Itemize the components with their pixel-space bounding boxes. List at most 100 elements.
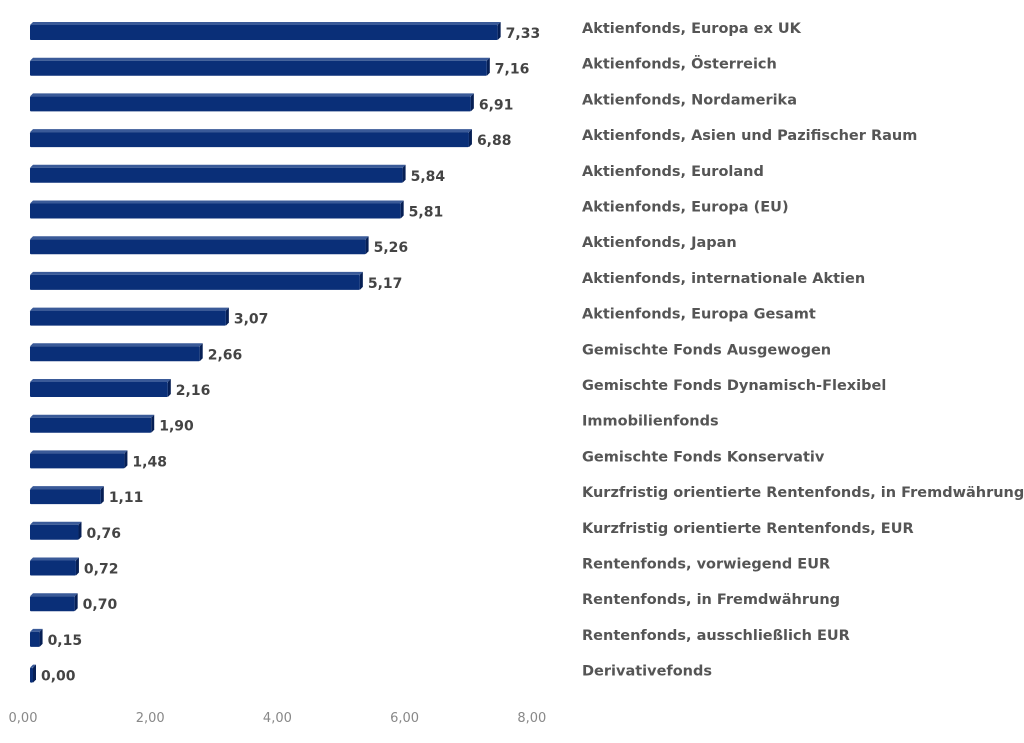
value-label: 1,11 xyxy=(109,490,144,506)
x-tick-label: 2,00 xyxy=(136,711,165,726)
bar-side-face xyxy=(75,557,79,576)
category-label: Rentenfonds, ausschließlich EUR xyxy=(582,628,850,644)
bar-side-face xyxy=(400,200,404,219)
bar-side-face xyxy=(497,22,501,40)
category-label: Aktienfonds, Nordamerika xyxy=(582,92,797,108)
category-label: Aktienfonds, Europa (EU) xyxy=(582,200,789,216)
category-label: Gemischte Fonds Ausgewogen xyxy=(582,342,831,358)
x-axis-ticks: 0,00 2,00 4,00 6,00 8,00 xyxy=(9,711,547,726)
bar-side-face xyxy=(470,93,474,112)
bar-top-face xyxy=(30,271,363,275)
x-tick-label: 8,00 xyxy=(517,711,546,726)
value-label: 7,16 xyxy=(495,62,530,78)
bar-top-face xyxy=(30,57,490,61)
bar-side-face xyxy=(78,521,82,540)
bar-side-face xyxy=(33,664,36,683)
category-label: Aktienfonds, Europa ex UK xyxy=(582,21,802,37)
bar-top-face xyxy=(30,93,474,97)
bar-side-face xyxy=(124,450,128,469)
bar xyxy=(30,667,33,683)
category-label: Kurzfristig orientierte Rentenfonds, EUR xyxy=(582,521,914,537)
bar-top-face xyxy=(30,414,155,418)
bar xyxy=(30,167,403,183)
value-label: 6,91 xyxy=(479,97,514,113)
category-label: Gemischte Fonds Konservativ xyxy=(582,449,825,465)
bar xyxy=(30,25,498,40)
value-label: 5,81 xyxy=(409,205,444,221)
bar-top-face xyxy=(30,164,406,168)
bar xyxy=(30,60,487,76)
bar xyxy=(30,310,226,326)
bar xyxy=(30,96,471,112)
value-label: 3,07 xyxy=(234,312,269,328)
bar xyxy=(30,560,76,576)
bar xyxy=(30,489,101,505)
value-label: 1,48 xyxy=(132,454,167,470)
bar-side-face xyxy=(225,307,229,326)
bar-top-face xyxy=(30,200,404,204)
value-label: 1,90 xyxy=(159,419,194,435)
category-label: Aktienfonds, internationale Aktien xyxy=(582,271,865,287)
bar xyxy=(30,203,401,219)
bar-side-face xyxy=(151,414,155,433)
value-label: 0,76 xyxy=(86,526,121,542)
category-label: Aktienfonds, Europa Gesamt xyxy=(582,307,816,323)
bar-top-face xyxy=(30,22,501,25)
category-label: Aktienfonds, Österreich xyxy=(582,55,777,73)
bar-top-face xyxy=(30,486,104,490)
bars-group: 7,33 Aktienfonds, Europa ex UK 7,16 Aktienf… xyxy=(30,21,1024,685)
bar-side-face xyxy=(39,628,43,647)
bar-top-face xyxy=(30,236,369,240)
value-label: 2,66 xyxy=(208,347,243,363)
value-label: 5,26 xyxy=(374,240,409,256)
bar-side-face xyxy=(74,593,78,612)
value-label: 6,88 xyxy=(477,133,512,149)
bar xyxy=(30,346,200,362)
bar-top-face xyxy=(30,450,128,454)
x-tick-label: 0,00 xyxy=(9,711,38,726)
bar-side-face xyxy=(100,486,104,505)
bar-side-face xyxy=(486,57,490,76)
value-label: 7,33 xyxy=(506,26,541,42)
bar xyxy=(30,274,360,290)
category-label: Aktienfonds, Asien und Pazifischer Raum xyxy=(582,128,917,144)
bar-top-face xyxy=(30,343,203,347)
bar-top-face xyxy=(30,521,82,525)
bar-side-face xyxy=(402,164,406,183)
value-label: 5,17 xyxy=(368,276,403,292)
value-label: 0,70 xyxy=(83,597,118,613)
bar xyxy=(30,239,366,255)
category-label: Gemischte Fonds Dynamisch-Flexibel xyxy=(582,378,886,394)
bar-top-face xyxy=(30,129,472,133)
bar xyxy=(30,132,469,148)
bar-side-face xyxy=(468,129,472,148)
bar-side-face xyxy=(365,236,369,255)
bar-side-face xyxy=(167,379,171,397)
bar-top-face xyxy=(30,307,229,311)
value-label: 0,00 xyxy=(41,669,76,685)
bar-top-face xyxy=(30,628,43,632)
category-label: Aktienfonds, Japan xyxy=(582,235,737,251)
category-label: Rentenfonds, in Fremdwährung xyxy=(582,592,840,608)
value-label: 0,72 xyxy=(84,562,119,578)
bar-side-face xyxy=(199,343,203,362)
category-label: Derivativefonds xyxy=(582,664,712,680)
value-label: 2,16 xyxy=(176,383,211,399)
category-label: Aktienfonds, Euroland xyxy=(582,164,764,180)
x-tick-label: 4,00 xyxy=(263,711,292,726)
bar-side-face xyxy=(359,271,363,290)
bar-top-face xyxy=(30,557,79,561)
value-label: 5,84 xyxy=(411,169,446,185)
bar xyxy=(30,382,168,397)
bar xyxy=(30,596,75,612)
value-label: 0,15 xyxy=(48,633,83,649)
bar-top-face xyxy=(30,664,36,668)
x-tick-label: 6,00 xyxy=(390,711,419,726)
bar xyxy=(30,631,40,647)
bar-top-face xyxy=(30,593,78,597)
category-label: Rentenfonds, vorwiegend EUR xyxy=(582,557,830,573)
bar xyxy=(30,524,79,540)
category-label: Kurzfristig orientierte Rentenfonds, in … xyxy=(582,485,1024,501)
bar xyxy=(30,417,152,433)
